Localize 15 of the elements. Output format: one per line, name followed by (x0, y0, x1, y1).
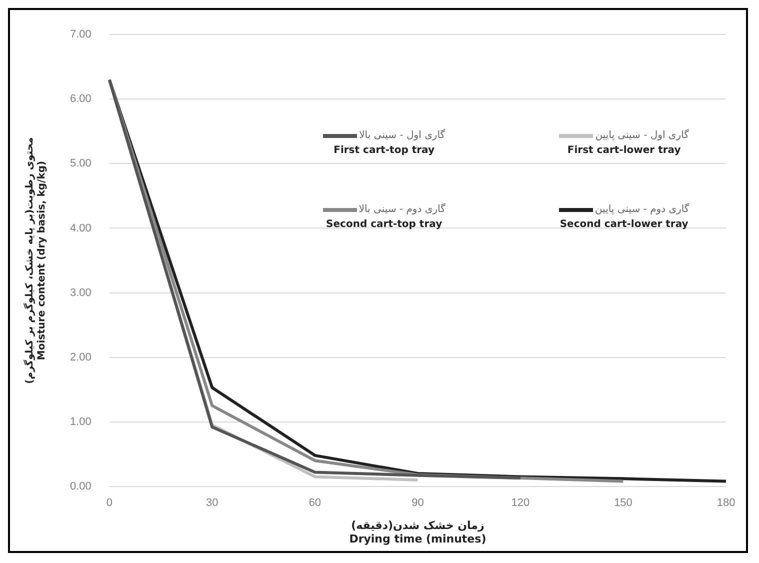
x-tick-label: 90 (412, 497, 424, 510)
y-tick-label: 4.00 (70, 222, 92, 234)
y-tick-label: 0.00 (70, 480, 92, 492)
x-tick-label: 0 (106, 497, 112, 510)
x-tick-label: 120 (511, 497, 530, 510)
x-tick-label: 30 (206, 497, 218, 510)
y-tick-label: 6.00 (70, 93, 92, 106)
y-tick-label: 3.00 (70, 286, 92, 299)
x-tick-label: 60 (308, 497, 322, 510)
x-tick-label: 150 (614, 497, 632, 510)
y-tick-label: 5.00 (70, 158, 92, 170)
y-tick-label: 7.00 (70, 28, 92, 41)
x-tick-label: 180 (716, 497, 736, 510)
y-tick-label: 1.00 (70, 416, 92, 428)
y-tick-label: 2.00 (70, 351, 92, 364)
